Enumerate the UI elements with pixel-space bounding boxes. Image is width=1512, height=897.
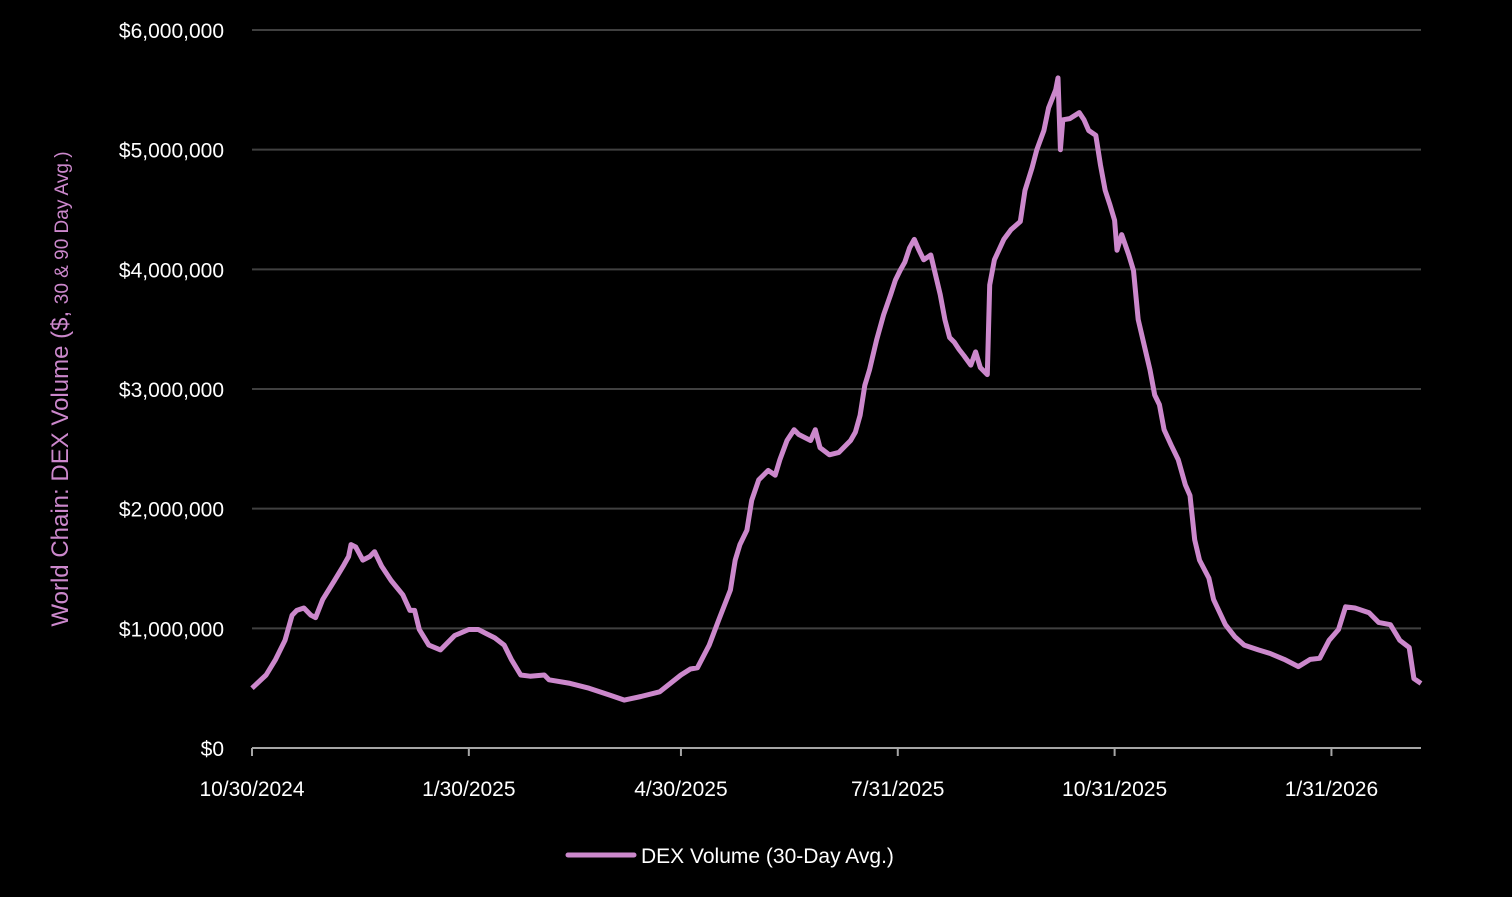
gridlines — [252, 29, 1421, 630]
series-line-dex-volume — [250, 75, 1423, 703]
y-tick-label: $3,000,000 — [119, 379, 224, 402]
y-axis-tick-labels: $0 $1,000,000 $2,000,000 $3,000,000 $4,000,0… — [119, 20, 224, 761]
x-tick-label: 10/31/2025 — [1062, 778, 1167, 801]
y-tick-label: $0 — [201, 738, 224, 761]
x-tick-label: 10/30/2024 — [199, 778, 304, 801]
y-axis-title-main: World Chain: DEX Volume ($, — [47, 304, 74, 626]
y-tick-label: $1,000,000 — [119, 618, 224, 641]
y-tick-label: $5,000,000 — [119, 140, 224, 163]
x-tick-label: 1/31/2026 — [1285, 778, 1378, 801]
legend: DEX Volume (30-Day Avg.) — [565, 845, 894, 868]
x-tick-label: 1/30/2025 — [422, 778, 515, 801]
x-tick-label: 4/30/2025 — [634, 778, 727, 801]
legend-label: DEX Volume (30-Day Avg.) — [641, 845, 894, 868]
y-tick-label: $2,000,000 — [119, 499, 224, 522]
y-axis-title-small: 30 & 90 Day Avg.) — [52, 151, 73, 304]
x-axis: 10/30/2024 1/30/2025 4/30/2025 7/31/2025 10/… — [199, 747, 1421, 801]
y-tick-label: $6,000,000 — [119, 20, 224, 43]
series-group — [250, 75, 1423, 703]
x-tick-label: 7/31/2025 — [851, 778, 944, 801]
y-axis-title: World Chain: DEX Volume ($, 30 & 90 Day … — [47, 151, 74, 626]
y-tick-label: $4,000,000 — [119, 259, 224, 282]
